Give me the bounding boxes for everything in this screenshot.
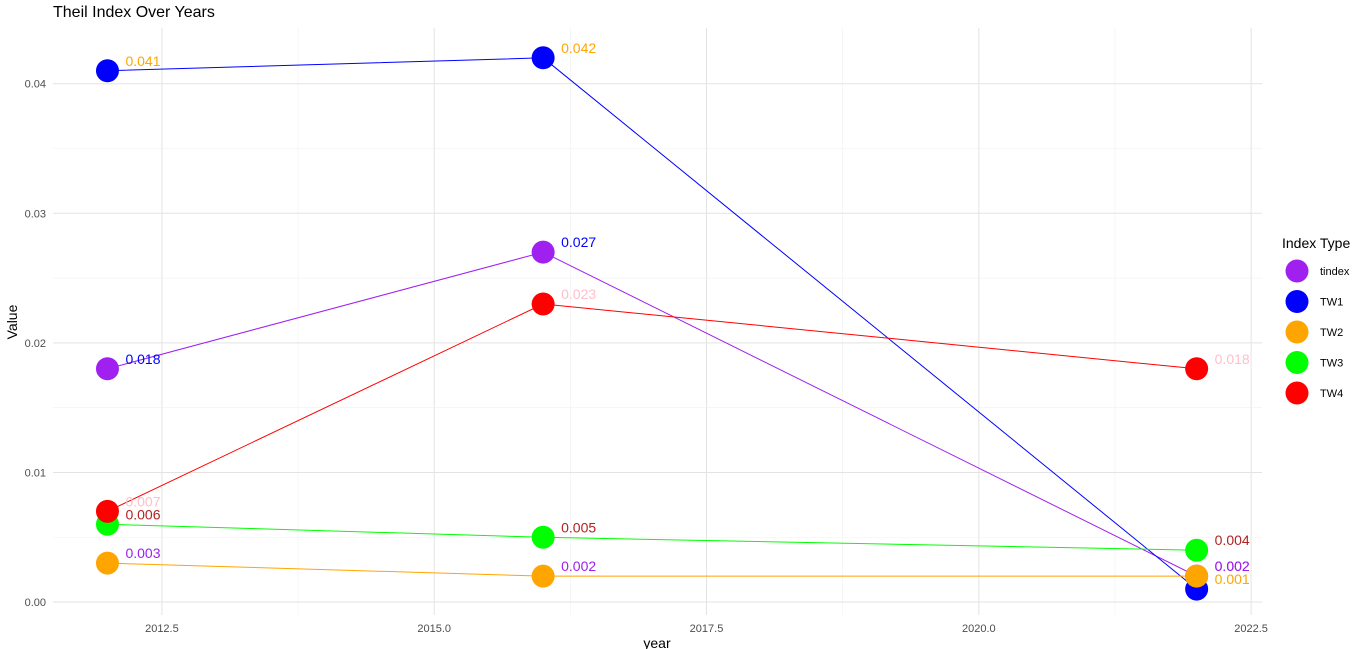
data-label-tindex: 0.018 (125, 351, 160, 367)
data-point-tindex (531, 240, 555, 264)
y-tick-label: 0.01 (25, 467, 46, 479)
data-point-TW4 (95, 499, 119, 523)
y-axis-title: Value (4, 304, 20, 339)
data-label-TW3: 0.004 (1215, 532, 1250, 548)
data-label-TW1: 0.041 (125, 53, 160, 69)
data-points (95, 46, 1209, 601)
x-axis-title: year (643, 635, 671, 649)
data-label-TW1: 0.042 (561, 40, 596, 56)
data-point-tindex (95, 357, 119, 381)
legend-label-TW1: TW1 (1320, 297, 1343, 309)
data-label-TW1: 0.001 (1215, 571, 1250, 587)
y-tick-label: 0.00 (25, 597, 46, 609)
x-tick-label: 2022.5 (1234, 623, 1268, 635)
data-label-TW4: 0.007 (125, 493, 160, 509)
legend-label-tindex: tindex (1320, 266, 1350, 278)
grid (53, 28, 1262, 615)
data-label-tindex: 0.002 (1215, 558, 1250, 574)
legend-label-TW4: TW4 (1320, 388, 1343, 400)
legend-key-TW1 (1285, 290, 1309, 313)
data-point-TW1 (531, 46, 555, 70)
chart-title: Theil Index Over Years (53, 4, 215, 21)
x-axis-ticks: 2012.5 2015.0 2017.5 2020.0 2022.5 (145, 623, 1268, 635)
legend-key-TW3 (1285, 351, 1309, 374)
data-point-TW2 (95, 551, 119, 575)
y-tick-label: 0.02 (25, 338, 46, 350)
data-label-tindex: 0.027 (561, 234, 596, 250)
legend-title: Index Type (1282, 235, 1350, 251)
data-label-TW4: 0.018 (1215, 351, 1250, 367)
data-label-TW3: 0.005 (561, 519, 596, 535)
y-axis-ticks: 0.00 0.01 0.02 0.03 0.04 (25, 79, 46, 609)
data-label-TW3: 0.006 (125, 506, 160, 522)
legend-key-TW4 (1285, 381, 1309, 405)
x-tick-label: 2012.5 (145, 623, 179, 635)
data-label-TW2: 0.002 (561, 558, 596, 574)
data-point-TW2 (531, 564, 555, 588)
legend-key-TW2 (1285, 320, 1309, 344)
legend-key-tindex (1285, 259, 1309, 283)
x-tick-label: 2015.0 (417, 623, 451, 635)
legend: Index Type tindex TW1 TW2 TW3 TW4 (1282, 235, 1350, 405)
data-label-TW4: 0.023 (561, 286, 596, 302)
legend-label-TW2: TW2 (1320, 327, 1343, 339)
x-tick-label: 2020.0 (962, 623, 996, 635)
x-tick-label: 2017.5 (690, 623, 724, 635)
legend-label-TW3: TW3 (1320, 358, 1343, 370)
data-labels: 0.018 0.027 0.002 0.041 0.042 0.001 0.003 0.002… (125, 40, 1249, 587)
y-tick-label: 0.04 (25, 79, 46, 91)
data-point-TW4 (1185, 357, 1209, 381)
data-point-TW2 (1185, 564, 1209, 588)
data-point-TW4 (531, 292, 555, 316)
data-point-TW1 (95, 59, 119, 83)
data-point-TW3 (1185, 538, 1209, 562)
data-point-TW3 (531, 525, 555, 549)
data-label-TW2: 0.003 (125, 545, 160, 561)
y-tick-label: 0.03 (25, 208, 46, 220)
data-label-TW2: 0.002 (1215, 558, 1250, 574)
